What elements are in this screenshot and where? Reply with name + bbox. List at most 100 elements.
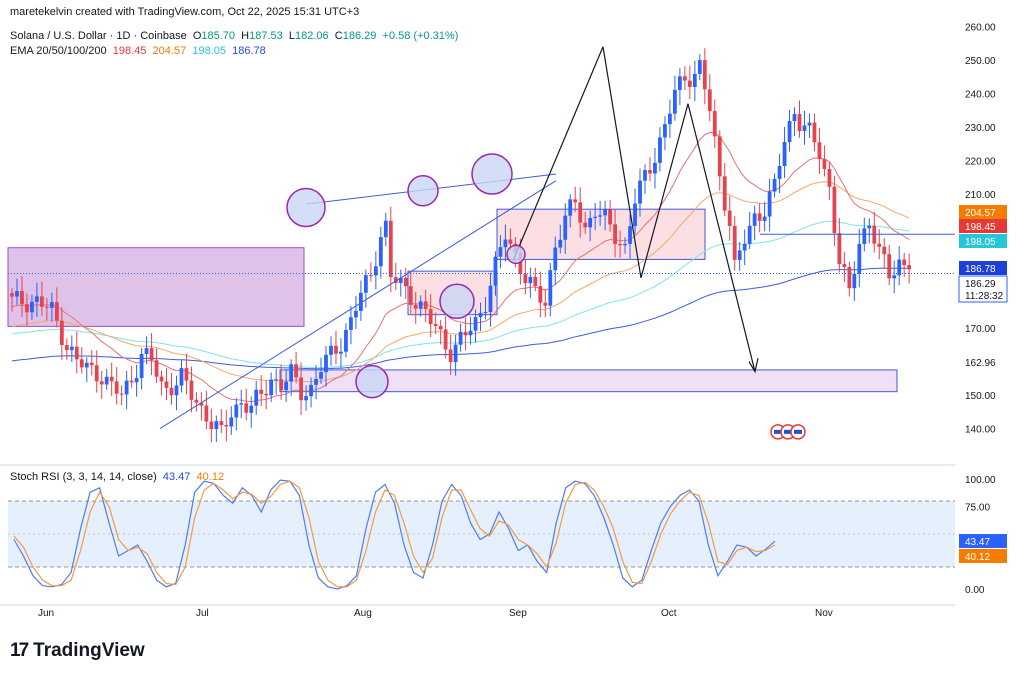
candle-body <box>239 403 244 405</box>
candle-body <box>807 122 812 126</box>
candle-body <box>538 286 543 303</box>
low-value: 182.06 <box>295 30 329 42</box>
candle-body <box>289 364 294 382</box>
change-value: +0.58 (+0.31%) <box>382 30 459 42</box>
candle-body <box>732 225 737 260</box>
candle-body <box>184 368 189 381</box>
candle-body <box>623 243 627 246</box>
candle-body <box>468 330 473 336</box>
candle-body <box>543 302 548 306</box>
candle-body <box>264 393 269 396</box>
flag-stripe <box>794 429 802 434</box>
candle-body <box>747 225 752 244</box>
candle-body <box>483 311 488 313</box>
candle-body <box>613 224 617 244</box>
candle-body <box>204 405 209 422</box>
candle-body <box>209 421 214 430</box>
candle-body <box>777 165 782 179</box>
candle-body <box>673 89 677 114</box>
candle-body <box>30 301 34 313</box>
candle-body <box>174 385 179 396</box>
candle-body <box>648 170 652 174</box>
candle-body <box>89 362 94 366</box>
candle-body <box>393 277 398 283</box>
candle-body <box>887 254 892 279</box>
price-label-box <box>959 205 1007 219</box>
candle-body <box>518 252 523 274</box>
time-tick-label: Jun <box>38 608 54 619</box>
candle-body <box>134 377 139 383</box>
price-label-text: 162.96 <box>965 358 996 369</box>
candle-body <box>578 202 583 223</box>
price-label-box <box>959 219 1007 233</box>
candle-body <box>453 344 458 363</box>
candle-body <box>418 301 423 309</box>
candle-body <box>812 122 817 143</box>
candle-body <box>413 304 418 309</box>
price-tick-label: 240.00 <box>965 90 996 101</box>
candle-body <box>224 424 229 427</box>
rsi-tick-label: 75.00 <box>965 503 990 514</box>
candle-body <box>712 111 717 137</box>
candle-body <box>359 292 363 311</box>
candle-body <box>324 354 328 373</box>
candle-body <box>682 76 687 81</box>
axes: 140.00150.00160.00170.00180.00210.00220.… <box>38 23 1008 619</box>
supply-zone <box>7 247 305 327</box>
candle-body <box>548 270 553 306</box>
ema200-line <box>11 267 910 370</box>
ema100-value: 198.05 <box>192 45 226 57</box>
candle-body <box>139 354 144 378</box>
candle-body <box>767 191 772 217</box>
candle-body <box>279 379 284 391</box>
tradingview-logo[interactable]: 17 TradingView <box>10 640 145 662</box>
time-tick-label: Aug <box>354 608 372 619</box>
candle-body <box>319 372 323 379</box>
candle-body <box>443 329 448 350</box>
candle-body <box>902 259 907 266</box>
candle-body <box>862 228 867 244</box>
touch-circle-6 <box>355 364 389 399</box>
stoch-d-line <box>13 480 776 588</box>
price-tick-label: 220.00 <box>965 157 996 168</box>
candle-body <box>907 265 912 270</box>
candle-body <box>59 320 64 345</box>
candle-body <box>334 345 338 354</box>
candle-body <box>354 310 358 318</box>
price-label-box <box>959 261 1007 275</box>
projection-arrow <box>687 103 756 372</box>
candle-body <box>294 364 298 378</box>
candle-body <box>164 381 169 388</box>
ema200-value: 186.78 <box>232 45 266 57</box>
candle-body <box>44 306 49 308</box>
candle-body <box>423 301 428 310</box>
price-label-text: 204.57 <box>965 208 996 219</box>
candle-body <box>603 209 608 216</box>
candle-body <box>149 348 154 361</box>
candle-body <box>64 344 69 351</box>
candle-body <box>403 277 408 287</box>
candle-body <box>593 216 598 218</box>
candle-body <box>388 220 393 278</box>
candle-body <box>847 266 852 289</box>
candle-body <box>438 326 443 330</box>
candle-body <box>842 264 847 267</box>
candle-body <box>373 266 378 276</box>
candle-body <box>154 360 159 377</box>
candle-body <box>234 404 239 418</box>
price-label-text: 198.05 <box>965 237 996 248</box>
candle-body <box>473 317 478 331</box>
candle-body <box>254 389 259 406</box>
candle-body <box>668 113 672 125</box>
event-flags-icon <box>770 424 806 440</box>
candle-body <box>523 273 528 284</box>
candle-body <box>687 80 692 87</box>
candle-body <box>757 213 762 221</box>
candle-body <box>643 170 647 181</box>
rsi-tick-label: 0.00 <box>965 585 985 596</box>
candle-body <box>94 365 99 382</box>
candle-body <box>179 368 184 386</box>
candle-body <box>892 275 897 279</box>
close-value: 186.29 <box>342 30 377 42</box>
candle-body <box>214 421 219 430</box>
